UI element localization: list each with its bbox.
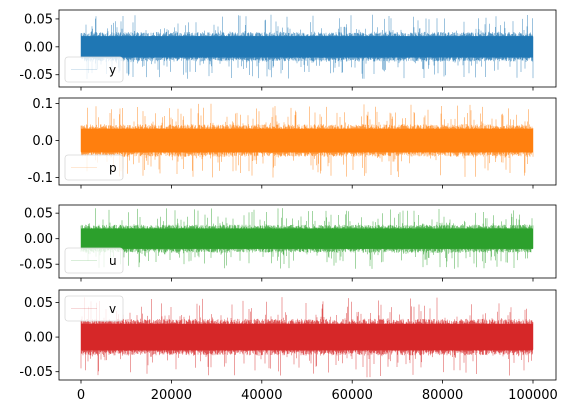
y-tick-label: 0.05 (24, 12, 53, 27)
legend-label: u (109, 254, 117, 268)
panel-4: 0.05 0.00 -0.05 0 20000 40000 60000 80000 100000… (19, 289, 558, 403)
y-tick-label: 0.0 (32, 134, 53, 149)
x-tick-label: 40000 (241, 388, 282, 403)
legend-box (64, 56, 124, 83)
series-v-core (81, 323, 533, 351)
x-tick-label: 80000 (422, 388, 463, 403)
y-tick-label: -0.05 (19, 365, 53, 380)
axes-frame (58, 289, 557, 381)
x-tick-label: 100000 (508, 388, 558, 403)
legend-y: y (64, 56, 124, 83)
y-tick-label: 0.00 (24, 331, 53, 346)
axes-frame (58, 97, 557, 186)
y-tick-label: -0.05 (19, 258, 53, 273)
axes-frame (58, 9, 557, 88)
legend-label: y (109, 63, 116, 77)
y-tick-label: 0.05 (24, 296, 53, 311)
y-tick-label: 0.00 (24, 40, 53, 55)
series-p-core (81, 128, 533, 153)
x-tick-label: 20000 (151, 388, 192, 403)
panel-1: 0.05 0.00 -0.05 y (19, 9, 557, 91)
legend-v: v (64, 295, 124, 322)
x-tick-label: 0 (77, 388, 85, 403)
series-u-core (81, 228, 533, 249)
y-tick-label: -0.05 (19, 68, 53, 83)
series-u-trace (80, 208, 534, 269)
y-tick-label: 0.05 (24, 207, 53, 222)
legend-label: v (109, 302, 116, 316)
axes-frame (58, 204, 557, 279)
y-tick-label: 0.1 (32, 97, 53, 112)
panel-3: 0.05 0.00 -0.05 u (19, 204, 557, 282)
legend-p: p (64, 154, 124, 181)
x-tick-label: 60000 (332, 388, 373, 403)
series-y-core (81, 36, 533, 58)
series-y-trace (80, 14, 534, 79)
y-tick-label: 0.00 (24, 232, 53, 247)
legend-label: p (109, 161, 117, 175)
legend-box (64, 154, 124, 181)
legend-box (64, 295, 124, 322)
legend-u: u (64, 247, 124, 274)
series-p-trace (80, 103, 534, 178)
y-tick-label: -0.1 (28, 171, 53, 186)
panel-2: 0.1 0.0 -0.1 p (28, 97, 557, 189)
legend-box (64, 247, 124, 274)
series-v-trace (80, 297, 534, 378)
